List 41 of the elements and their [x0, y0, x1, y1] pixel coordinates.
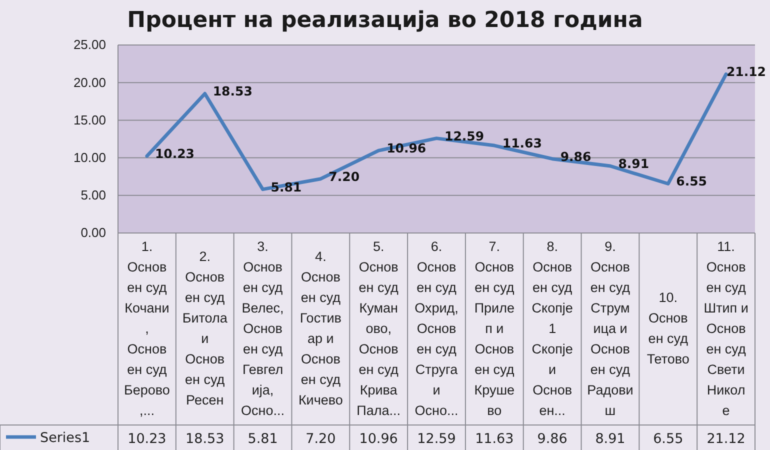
- x-tick-label: 10. Основ ен суд Тетово: [646, 290, 690, 366]
- y-tick-label: 10.00: [73, 150, 106, 165]
- data-label: 9.86: [537, 431, 568, 447]
- category-label: 11. Основ ен суд Штип и Основ ен суд Свети Никол е: [704, 238, 748, 418]
- legend-label: Series1: [40, 430, 90, 446]
- text: 9.86: [560, 148, 592, 164]
- data-label: 8.91: [595, 431, 626, 447]
- category-label: 3. Основ ен суд Велес, Основ ен суд Гевгел ија, Осно...: [241, 238, 285, 418]
- text: 10.96: [386, 140, 426, 156]
- y-tick-label: 15.00: [73, 112, 106, 128]
- y-tick-label: 20.00: [73, 74, 106, 90]
- y-tick-label: 25.00: [73, 37, 106, 52]
- text: 12.59: [444, 128, 484, 144]
- category-label: 7. Основ ен суд Приле п и Основ ен суд Круше во: [474, 238, 515, 418]
- data-label: 6.55: [653, 431, 684, 447]
- x-tick-label: 4. Основ ен суд Гостив ар и Основ ен суд Кичево: [298, 249, 343, 408]
- x-tick-label: 2. Основ ен суд Битола и Основ ен суд Ресен: [182, 249, 228, 408]
- text: 7.20: [328, 168, 360, 184]
- chart-title: Процент на реализација во 2018 година: [127, 8, 643, 33]
- data-label: 5.81: [248, 431, 278, 447]
- data-label: 10.23: [128, 431, 166, 447]
- data-label: 12.59: [417, 431, 456, 447]
- category-label: 9. Основ ен суд Струм ица и Основ ен суд Радови ш: [587, 238, 634, 418]
- data-label: 18.53: [186, 431, 224, 447]
- category-label: 8. Основ ен суд Скопје 1 Скопје и Основ ен...: [532, 238, 573, 418]
- y-tick-label: 0.00: [80, 225, 106, 240]
- y-tick-label: 5.00: [80, 188, 106, 203]
- category-label: 6. Основ ен суд Охрид, Основ ен суд Струга и Осно...: [414, 238, 458, 418]
- text: 18.53: [212, 84, 252, 99]
- text: 6.55: [676, 174, 707, 189]
- data-label: 11.63: [475, 431, 514, 447]
- data-label: 21.12: [706, 431, 746, 447]
- line-series: [145, 72, 728, 192]
- text: 11.63: [502, 136, 542, 151]
- text: 8.91: [618, 156, 650, 171]
- category-label: 5. Основ ен суд Куман ово, Основ ен суд Крива Пала...: [356, 238, 401, 418]
- text: 21.12: [726, 64, 766, 80]
- category-label: 1. Основ ен суд Кочани , Основ ен суд Берово ,...: [124, 238, 170, 418]
- text: 10.23: [154, 146, 194, 162]
- data-label: 10.96: [359, 431, 398, 447]
- data-label: 7.20: [306, 431, 336, 447]
